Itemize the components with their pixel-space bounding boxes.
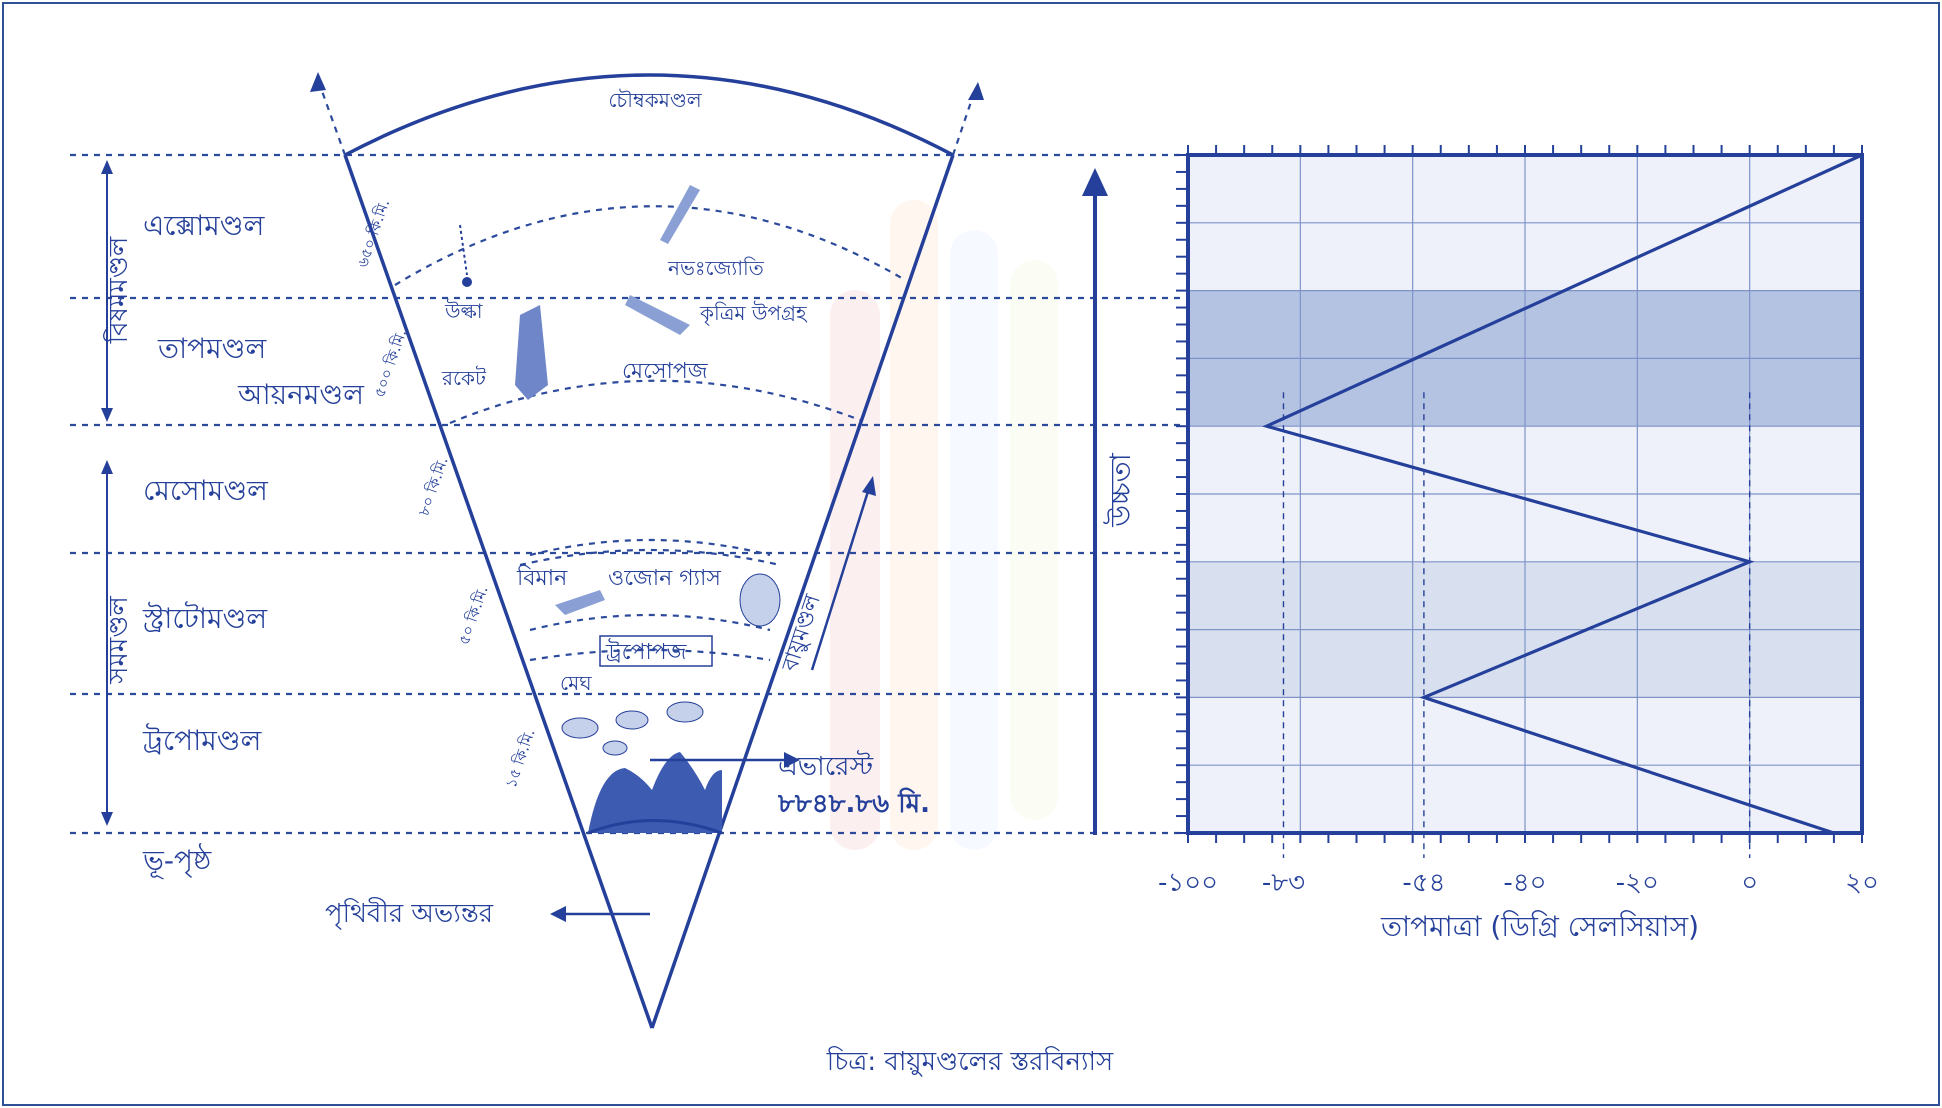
altitude-mark-650: ৬৫০ কি.মি. bbox=[353, 197, 393, 270]
chart-ylabel: উচ্চতা bbox=[1103, 452, 1137, 527]
altitude-mark-15: ১৫ কি.মি. bbox=[502, 727, 539, 791]
airplane-label: বিমান bbox=[516, 565, 568, 591]
layer-troposphere-label: ট্রপোমণ্ডল bbox=[142, 723, 263, 757]
altitude-mark-50: ৫০ কি.মি. bbox=[455, 584, 492, 648]
altitude-mark-80: ৮০ কি.মি. bbox=[415, 455, 452, 519]
chart-xtick-label-4: -২০ bbox=[1616, 868, 1659, 898]
satellite-label: কৃত্রিম উপগ্রহ bbox=[699, 301, 808, 325]
everest-mountains bbox=[587, 752, 800, 835]
chart-xtick-label-0: -১০০ bbox=[1158, 868, 1218, 898]
interior-arrow bbox=[550, 906, 650, 922]
chart-xtick-label-3: -৪০ bbox=[1503, 868, 1546, 898]
interior-label: পৃথিবীর অভ্যন্তর bbox=[325, 897, 494, 929]
rocket-label: রকেট bbox=[441, 366, 487, 390]
chart-xtick-label-1: -৮৩ bbox=[1262, 868, 1305, 898]
ozone-label: ওজোন গ্যাস bbox=[608, 566, 721, 591]
temperature-chart: -১০০ -৮৩ -৫৪ -৪০ -২০ ০ ২০ bbox=[1158, 145, 1879, 898]
aurora-label: নভঃজ্যোতি bbox=[667, 256, 765, 280]
layer-mesosphere-label: মেসোমণ্ডল bbox=[143, 474, 269, 507]
heterosphere-label: বিষমমণ্ডল bbox=[103, 236, 134, 344]
chart-xtick-label-5: ০ bbox=[1741, 868, 1758, 898]
layer-exosphere-label: এক্সোমণ্ডল bbox=[143, 209, 266, 242]
meteor-label: উল্কা bbox=[444, 299, 484, 323]
everest-height-label: ৮৮৪৮.৮৬ মি. bbox=[777, 787, 930, 819]
figure-caption: চিত্র: বায়ুমণ্ডলের স্তরবিন্যাস bbox=[826, 1046, 1114, 1077]
height-arrow bbox=[1082, 168, 1108, 835]
tropopause-label: ট্রপোপজ bbox=[605, 638, 687, 665]
group-brackets bbox=[101, 160, 113, 826]
altitude-mark-500: ৫০০ কি.মি. bbox=[370, 327, 410, 400]
chart-xtick-label-2: -৫৪ bbox=[1402, 868, 1445, 898]
surface-label: ভূ-পৃষ্ঠ bbox=[142, 843, 212, 880]
layer-stratosphere-label: স্ট্রাটোমণ্ডল bbox=[142, 601, 268, 635]
chart-xtick-label-6: ২০ bbox=[1845, 868, 1879, 898]
atmosphere-arrow bbox=[810, 476, 876, 671]
mesopause-label: মেসোপজ bbox=[622, 359, 708, 384]
atmosphere-cone bbox=[310, 72, 984, 1029]
layer-ionosphere-label: আয়নমণ্ডল bbox=[237, 378, 365, 411]
ozone-arcs bbox=[519, 538, 781, 662]
magnetosphere-label: চৌম্বকমণ্ডল bbox=[608, 88, 702, 112]
atmosphere-label: বায়ুমণ্ডল bbox=[777, 591, 826, 675]
cloud-label: মেঘ bbox=[560, 671, 592, 695]
layer-thermosphere-label: তাপমণ্ডল bbox=[157, 332, 267, 365]
homosphere-label: সমমণ্ডল bbox=[104, 596, 134, 685]
chart-xlabel: তাপমাত্রা (ডিগ্রি সেলসিয়াস) bbox=[1380, 910, 1699, 943]
sky-objects bbox=[459, 185, 781, 756]
everest-label: এভারেস্ট bbox=[778, 750, 873, 782]
chart-series-line-0 bbox=[1261, 153, 1863, 835]
